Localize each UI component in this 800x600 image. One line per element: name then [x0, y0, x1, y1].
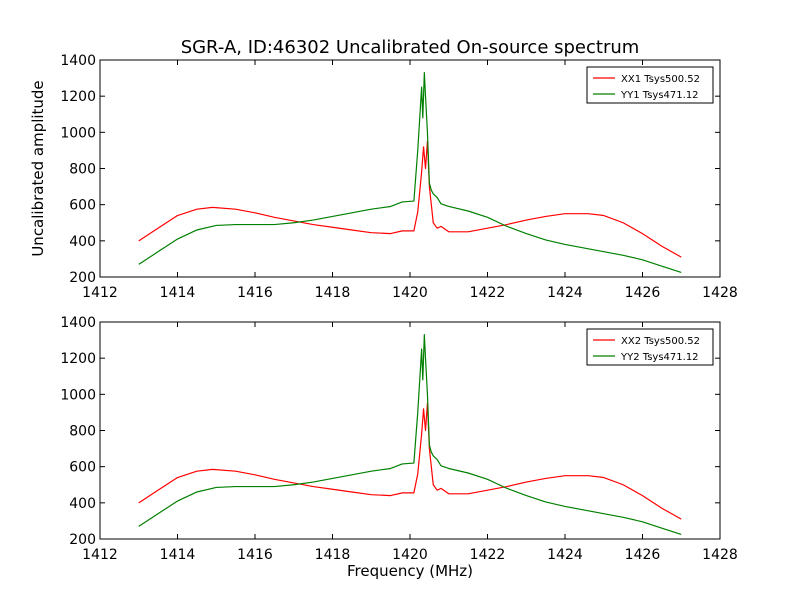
legend-box: [586, 328, 714, 366]
y-tick-label: 800: [69, 162, 96, 178]
y-tick-label: 600: [69, 460, 96, 476]
x-tick-label: 1412: [82, 547, 118, 563]
legend-label: XX1 Tsys500.52: [621, 74, 700, 85]
x-tick-label: 1424: [547, 547, 583, 563]
series-line-1: [138, 402, 682, 520]
x-tick-label: 1414: [160, 547, 196, 563]
legend-label: YY1 Tsys471.12: [620, 90, 699, 101]
x-tick-label: 1428: [702, 547, 738, 563]
y-tick-label: 1200: [60, 89, 96, 105]
x-tick-label: 1422: [470, 547, 506, 563]
x-tick-label: 1428: [702, 285, 738, 301]
y-tick-label: 1400: [60, 53, 96, 69]
series-line-2: [138, 334, 682, 536]
y-tick-label: 600: [69, 198, 96, 214]
subplot-2: 1412 1414 1416 1418 1420 1422 1424 1426 1428 200 4…: [60, 315, 737, 580]
x-tick-label: 1420: [392, 547, 428, 563]
x-tick-label: 1418: [315, 285, 351, 301]
y-tick-label: 400: [69, 496, 96, 512]
x-tick-label: 1418: [315, 547, 351, 563]
x-tick-label: 1414: [160, 285, 196, 301]
legend: XX2 Tsys500.52 YY2 Tsys471.12: [586, 328, 714, 366]
chart-title: SGR-A, ID:46302 Uncalibrated On-source s…: [181, 37, 640, 58]
legend-label: XX2 Tsys500.52: [621, 336, 700, 347]
series-line-2: [138, 72, 682, 274]
x-tick-label: 1416: [237, 285, 273, 301]
y-tick-label: 800: [69, 424, 96, 440]
x-tick-label: 1424: [547, 285, 583, 301]
x-tick-label: 1412: [82, 285, 118, 301]
y-tick-label: 1000: [60, 387, 96, 403]
x-tick-label: 1426: [625, 547, 661, 563]
legend: XX1 Tsys500.52 YY1 Tsys471.12: [586, 66, 714, 104]
y-tick-label: 1400: [60, 315, 96, 331]
x-tick-label: 1416: [237, 547, 273, 563]
y-axis-label: Uncalibrated amplitude: [29, 80, 47, 256]
x-axis-label: Frequency (MHz): [347, 562, 473, 580]
y-tick-label: 200: [69, 532, 96, 548]
y-tick-label: 200: [69, 270, 96, 286]
legend-label: YY2 Tsys471.12: [620, 352, 699, 363]
x-tick-label: 1420: [392, 285, 428, 301]
legend-box: [586, 66, 714, 104]
x-tick-label: 1426: [625, 285, 661, 301]
y-tick-label: 1200: [60, 351, 96, 367]
x-tick-label: 1422: [470, 285, 506, 301]
y-tick-label: 1000: [60, 125, 96, 141]
series-line-1: [138, 140, 682, 258]
y-tick-label: 400: [69, 234, 96, 250]
subplot-1: 1412 1414 1416 1418 1420 1422 1424 1426 1428 200 4…: [29, 53, 738, 301]
